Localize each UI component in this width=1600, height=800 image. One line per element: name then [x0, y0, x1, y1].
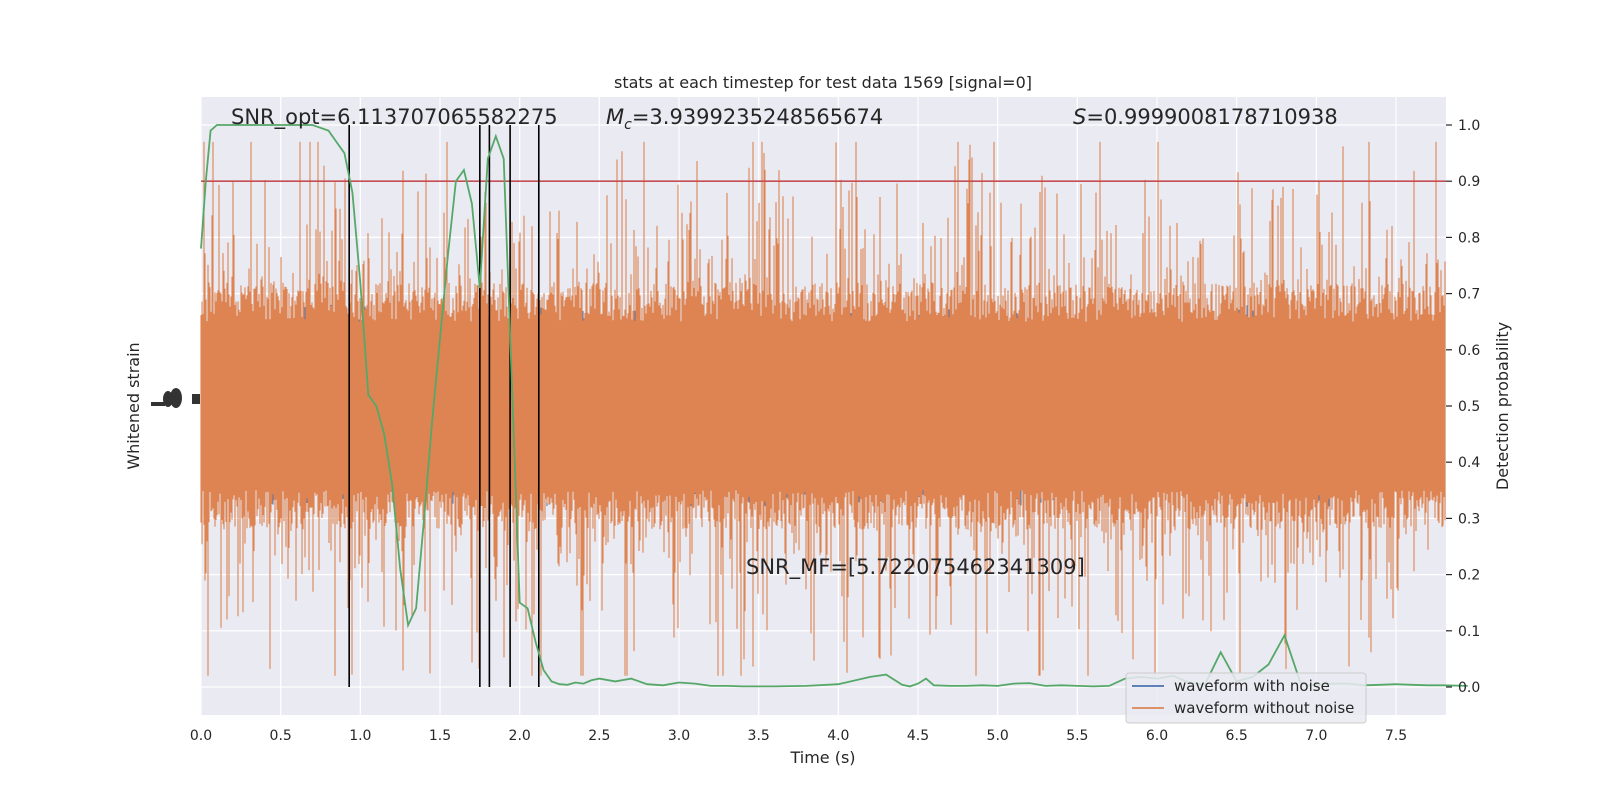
y-tick-label: 0.7 [1458, 287, 1480, 303]
annotation-snr-opt: SNR_opt=6.113707065582275 [231, 105, 558, 130]
x-tick-label: 0.5 [270, 728, 292, 744]
x-tick-label: 1.0 [349, 728, 371, 744]
y-tick-label: 0.4 [1458, 455, 1480, 471]
left-axis-collapsed-labels [151, 388, 200, 408]
y-tick-label: 0.2 [1458, 568, 1480, 584]
chart-title: stats at each timestep for test data 156… [614, 73, 1032, 92]
x-tick-label: 2.0 [509, 728, 531, 744]
y-tick-label: 0.6 [1458, 343, 1480, 359]
x-tick-label: 6.0 [1146, 728, 1168, 744]
x-tick-label: 7.5 [1385, 728, 1407, 744]
x-axis-ticks: 0.0 0.5 1.0 1.5 2.0 2.5 3.0 3.5 4.0 4.5 5.0 5.5 6.0 6… [190, 728, 1407, 744]
x-tick-label: 5.5 [1066, 728, 1088, 744]
y-axis-label-right: Detection probability [1493, 322, 1512, 490]
left-tick-mark [192, 394, 200, 404]
legend-label-without-noise: waveform without noise [1174, 699, 1354, 717]
annotation-snr-mf: SNR_MF=[5.722075462341309] [746, 555, 1085, 580]
y-tick-label: 0.0 [1458, 680, 1480, 696]
x-tick-label: 7.0 [1305, 728, 1327, 744]
x-tick-label: 0.0 [190, 728, 212, 744]
left-tick-blob [163, 391, 173, 407]
y-tick-label: 0.3 [1458, 511, 1480, 527]
y-axis-right-ticks: 0.0 0.1 0.2 0.3 0.4 0.5 0.6 0.7 0.8 0.9 1.0 [1446, 118, 1480, 696]
legend: waveform with noise waveform without noi… [1125, 672, 1367, 724]
y-tick-label: 0.9 [1458, 174, 1480, 190]
x-tick-label: 1.5 [429, 728, 451, 744]
x-tick-label: 6.5 [1226, 728, 1248, 744]
x-tick-label: 3.0 [668, 728, 690, 744]
x-axis-label: Time (s) [789, 748, 855, 767]
x-tick-label: 4.5 [907, 728, 929, 744]
detection-markers [348, 125, 540, 687]
annotation-s: S=0.9999008178710938 [1073, 105, 1338, 129]
series-detection-probability [200, 124, 1468, 688]
legend-box [1125, 672, 1367, 724]
series-waveform-without-noise [200, 141, 1446, 676]
x-tick-label: 4.0 [827, 728, 849, 744]
y-tick-label: 0.1 [1458, 624, 1480, 640]
left-tick-blob [170, 388, 182, 408]
y-tick-label: 1.0 [1458, 118, 1480, 134]
x-tick-label: 3.5 [748, 728, 770, 744]
x-tick-label: 2.5 [588, 728, 610, 744]
x-tick-label: 5.0 [987, 728, 1009, 744]
y-tick-label: 0.5 [1458, 399, 1480, 415]
waveform-without-noise-path [200, 141, 1446, 676]
annotation-mc: Mc=3.9399235248565674 [606, 105, 883, 133]
legend-label-with-noise: waveform with noise [1174, 677, 1330, 695]
y-tick-label: 0.8 [1458, 230, 1480, 246]
y-axis-label-left: Whitened strain [124, 342, 143, 469]
left-tick-blob [151, 402, 165, 406]
